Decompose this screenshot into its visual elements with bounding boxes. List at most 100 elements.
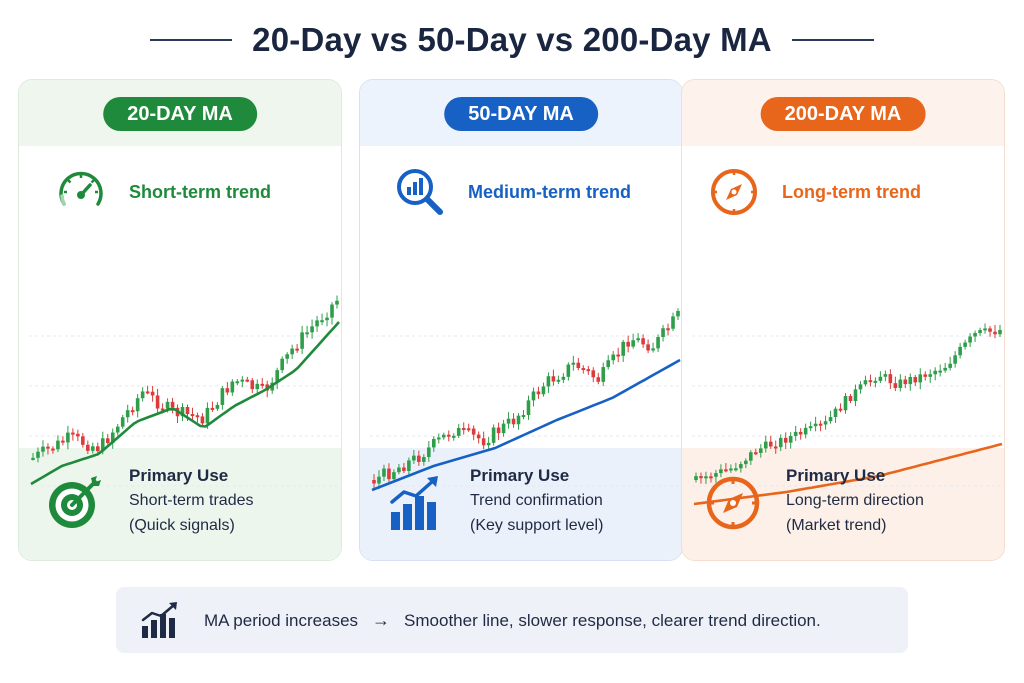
primary-use-row: Primary Use Long-term direction (Market … bbox=[702, 464, 924, 538]
candle-body bbox=[471, 428, 476, 435]
candle-body bbox=[903, 379, 908, 385]
candle-body bbox=[978, 330, 982, 334]
candle-body bbox=[581, 368, 586, 371]
candle-body bbox=[636, 338, 640, 341]
period-badge: 200-DAY MA bbox=[760, 97, 926, 131]
candle-body bbox=[823, 421, 828, 425]
candle-body bbox=[913, 377, 918, 383]
candle-body bbox=[923, 374, 928, 377]
candle-body bbox=[798, 431, 803, 435]
candle-body bbox=[412, 455, 416, 461]
candle-body bbox=[155, 395, 160, 409]
candle-body bbox=[763, 441, 768, 449]
trend-row: Long-term trend bbox=[708, 166, 921, 218]
candle-body bbox=[858, 384, 863, 390]
candle-body bbox=[768, 441, 773, 447]
candle-body bbox=[973, 333, 977, 337]
candle-body bbox=[953, 355, 957, 364]
candle-body bbox=[255, 383, 260, 390]
primary-use-title: Primary Use bbox=[129, 466, 229, 485]
candle-body bbox=[561, 376, 566, 380]
title-rule-left bbox=[150, 39, 233, 41]
candle-body bbox=[729, 468, 733, 471]
candle-body bbox=[185, 407, 190, 415]
candle-body bbox=[883, 374, 888, 377]
candle-body bbox=[285, 354, 289, 359]
moving-average-line bbox=[371, 358, 681, 492]
candle-body bbox=[135, 398, 140, 412]
candle-body bbox=[531, 391, 536, 401]
title-row: 20-Day vs 50-Day vs 200-Day MA bbox=[0, 18, 1024, 62]
candle-body bbox=[290, 348, 294, 355]
candle-body bbox=[863, 380, 868, 385]
bar-chart-arrow-icon bbox=[390, 476, 438, 530]
candle-body bbox=[621, 341, 625, 356]
candle-body bbox=[773, 446, 778, 449]
candle-body bbox=[521, 415, 526, 418]
candle-body bbox=[76, 433, 80, 437]
candle-body bbox=[310, 326, 314, 333]
candle-body bbox=[320, 320, 324, 323]
candle-body bbox=[631, 340, 635, 347]
primary-use-row: Primary Use Short-term trades (Quick sig… bbox=[45, 464, 253, 538]
candle-body bbox=[86, 444, 90, 451]
primary-use-line-1: Trend confirmation bbox=[470, 492, 603, 509]
candle-body bbox=[501, 423, 506, 434]
trend-row: Medium-term trend bbox=[394, 166, 631, 218]
candle-body bbox=[868, 380, 873, 383]
candle-body bbox=[993, 331, 997, 335]
candle-body bbox=[566, 364, 571, 377]
candle-body bbox=[91, 446, 95, 451]
candle-body bbox=[758, 448, 763, 453]
candle-body bbox=[180, 407, 185, 417]
title-rule-right bbox=[791, 39, 874, 41]
moving-average-line bbox=[693, 442, 1003, 506]
candle-body bbox=[671, 316, 675, 329]
candle-body bbox=[626, 341, 630, 347]
candle-body bbox=[436, 437, 441, 440]
candle-body bbox=[813, 423, 818, 427]
candle-body bbox=[427, 447, 431, 458]
candle-body bbox=[938, 370, 942, 373]
primary-use-row: Primary Use Trend confirmation (Key supp… bbox=[386, 464, 603, 538]
candle-body bbox=[749, 452, 753, 461]
candle-body bbox=[210, 407, 215, 410]
candle-body bbox=[576, 362, 581, 369]
candle-body bbox=[335, 300, 339, 305]
candle-body bbox=[205, 407, 210, 424]
candle-body bbox=[330, 304, 334, 318]
candle-body bbox=[601, 367, 606, 382]
candle-body bbox=[397, 467, 401, 473]
candle-body bbox=[709, 476, 713, 479]
trend-label: Short-term trend bbox=[129, 181, 272, 202]
candle-body bbox=[571, 362, 576, 365]
primary-use-title: Primary Use bbox=[786, 466, 886, 485]
candle-body bbox=[377, 476, 381, 484]
candle-body bbox=[948, 363, 952, 368]
candle-body bbox=[778, 437, 783, 448]
candle-body bbox=[988, 328, 992, 332]
candle-body bbox=[325, 317, 329, 321]
candle-body bbox=[788, 435, 793, 443]
page-title: 20-Day vs 50-Day vs 200-Day MA bbox=[252, 21, 772, 58]
candle-body bbox=[240, 379, 245, 382]
card-footer-band bbox=[360, 448, 682, 560]
candle-body bbox=[195, 415, 200, 418]
ma-card-20-day: 20-DAY MA Short-term trend Primary Use S… bbox=[18, 79, 342, 561]
candle-body bbox=[848, 396, 853, 402]
summary-cause: MA period increases bbox=[204, 610, 359, 630]
candle-body bbox=[724, 469, 728, 472]
candle-body bbox=[220, 388, 225, 405]
candle-body bbox=[838, 408, 843, 411]
candle-body bbox=[372, 480, 376, 484]
card-chart-area bbox=[682, 146, 1004, 448]
candle-body bbox=[200, 416, 205, 424]
candle-body bbox=[491, 427, 496, 443]
candle-body bbox=[230, 381, 235, 393]
candle-body bbox=[536, 391, 541, 395]
candle-body bbox=[280, 358, 284, 371]
target-dart-icon bbox=[49, 476, 101, 528]
candle-body bbox=[160, 408, 165, 411]
candle-body bbox=[933, 370, 938, 375]
primary-use-line-1: Long-term direction bbox=[786, 492, 924, 509]
